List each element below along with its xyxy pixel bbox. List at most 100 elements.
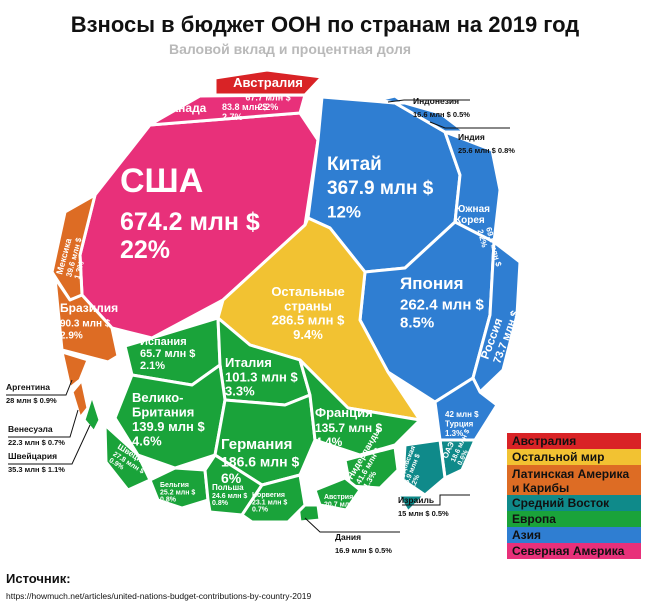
- label-item-2: Австралия 67.7 млн $2.2%: [233, 75, 303, 112]
- label-item-4: Япония 262.4 млн $8.5%: [400, 274, 485, 331]
- label-value: 135.7 млн $: [315, 421, 382, 435]
- callout-country: Израиль: [398, 495, 434, 505]
- label-share: 0.7%: [324, 509, 341, 516]
- label-share: 2.7%: [222, 112, 243, 122]
- callout-value: 16.6 млн $ 0.5%: [413, 110, 470, 119]
- label-share: 0.7%: [252, 507, 269, 514]
- label-value: 186.6 млн $: [221, 454, 300, 470]
- legend-label-2: Латинская Америка: [512, 467, 630, 481]
- label-value: 101.3 млн $: [225, 369, 298, 384]
- label-share: 8.5%: [400, 314, 434, 331]
- cell-item-9: [393, 101, 467, 134]
- label-value: 20.7 млн $: [324, 501, 359, 508]
- callout-value: 25.6 млн $ 0.8%: [458, 146, 515, 155]
- label-value: 23.1 млн $: [252, 499, 287, 506]
- source-heading: Источник:: [6, 571, 71, 586]
- label-share: 3.3%: [225, 384, 255, 399]
- label-country: Британия: [132, 405, 194, 420]
- callout-line: [304, 517, 400, 533]
- legend-label-5: Азия: [512, 528, 541, 542]
- label-country: Япония: [400, 274, 464, 293]
- label-item-0: США 674.2 млн $22%: [120, 162, 260, 264]
- callout-line: [387, 99, 470, 103]
- label-share: 2.9%: [60, 330, 83, 341]
- label-share: 2.2%: [258, 102, 279, 112]
- legend: Австралия Остальной мир Латинская Америкаи…: [507, 433, 641, 559]
- callout-item-8: Индонезия 16.6 млн $ 0.5%: [387, 96, 470, 119]
- label-country: Китай: [327, 154, 382, 175]
- label-value: 367.9 млн $: [327, 178, 434, 199]
- callout-country: Индонезия: [413, 96, 459, 106]
- label-share: 1.3%: [445, 429, 463, 438]
- legend-swatch-5: [507, 527, 641, 543]
- label-country: Италия: [225, 355, 272, 370]
- label-share: 9.4%: [293, 327, 323, 342]
- label-item-15: Бразилия 90.3 млн $2.9%: [60, 301, 118, 341]
- label-value: 90.3 млн $: [60, 318, 111, 329]
- legend-swatch-4: [507, 511, 641, 527]
- label-country: США: [120, 162, 203, 200]
- label-country: страны: [284, 298, 332, 313]
- label-country: Бразилия: [60, 301, 118, 315]
- callout-line: [6, 379, 73, 396]
- cell-item-16: [60, 350, 90, 390]
- label-share: 22%: [120, 236, 170, 264]
- label-share: 6%: [221, 470, 242, 486]
- cells-layer: [50, 68, 522, 524]
- callout-line: [8, 424, 91, 465]
- callout-country: Индия: [458, 132, 485, 142]
- label-country: Южная: [455, 204, 490, 215]
- chart-title: Взносы в бюджет ООН по странам на 2019 г…: [71, 12, 580, 37]
- callout-value: 28 млн $ 0.9%: [6, 396, 57, 405]
- cell-item-23: [82, 393, 102, 434]
- legend-label-6: Северная Америка: [512, 544, 625, 558]
- callout-item-30: Дания 16.9 млн $ 0.5%: [304, 517, 400, 555]
- label-value: 25.2 млн $: [160, 489, 195, 496]
- cell-item-12: [396, 493, 427, 514]
- legend-label-2-b: и Карибы: [512, 481, 569, 495]
- callout-country: Венесуэла: [8, 424, 53, 434]
- label-item-1: 83.8 млн $2.7%: [222, 102, 267, 122]
- callout-value: 15 млн $ 0.5%: [398, 509, 449, 518]
- cell-item-30: [296, 503, 322, 524]
- legend-label-1: Остальной мир: [512, 450, 604, 464]
- cell-item-15: [53, 276, 120, 364]
- callout-line: [8, 409, 79, 438]
- callout-item-17: Венесуэла 22.3 млн $ 0.7%: [8, 409, 79, 447]
- label-country: Канада: [164, 101, 207, 115]
- label-value: 286.5 млн $: [272, 313, 345, 328]
- cell-item-11: [401, 438, 447, 497]
- source-url: https://howmuch.net/articles/united-nati…: [6, 591, 311, 601]
- legend-swatch-1: [507, 449, 641, 465]
- label-country: Польша: [212, 483, 244, 492]
- label-value: 42 млн $: [445, 410, 479, 419]
- label-country: Франция: [315, 405, 373, 420]
- label-country: Велико-: [132, 390, 183, 405]
- label-share: 0.8%: [212, 500, 229, 507]
- label-share: 4.4%: [315, 435, 343, 449]
- label-share: 2.1%: [140, 360, 165, 372]
- label-share: 4.6%: [132, 434, 162, 449]
- label-country: Турция: [445, 420, 474, 429]
- callout-country: Аргентина: [6, 382, 50, 392]
- cell-item-24: [103, 423, 152, 492]
- label-country: Бельгия: [160, 482, 189, 489]
- label-country: Норвегия: [252, 492, 285, 499]
- legend-label-4: Европа: [512, 512, 556, 526]
- label-value: 674.2 млн $: [120, 208, 260, 236]
- chart-subtitle: Валовой вклад и процентная доля: [169, 41, 411, 57]
- label-share: 12%: [327, 203, 361, 222]
- cell-item-22: [298, 358, 422, 457]
- legend-swatch-0: [507, 433, 641, 449]
- label-country: Корея: [455, 215, 485, 226]
- cell-item-29: [313, 476, 362, 512]
